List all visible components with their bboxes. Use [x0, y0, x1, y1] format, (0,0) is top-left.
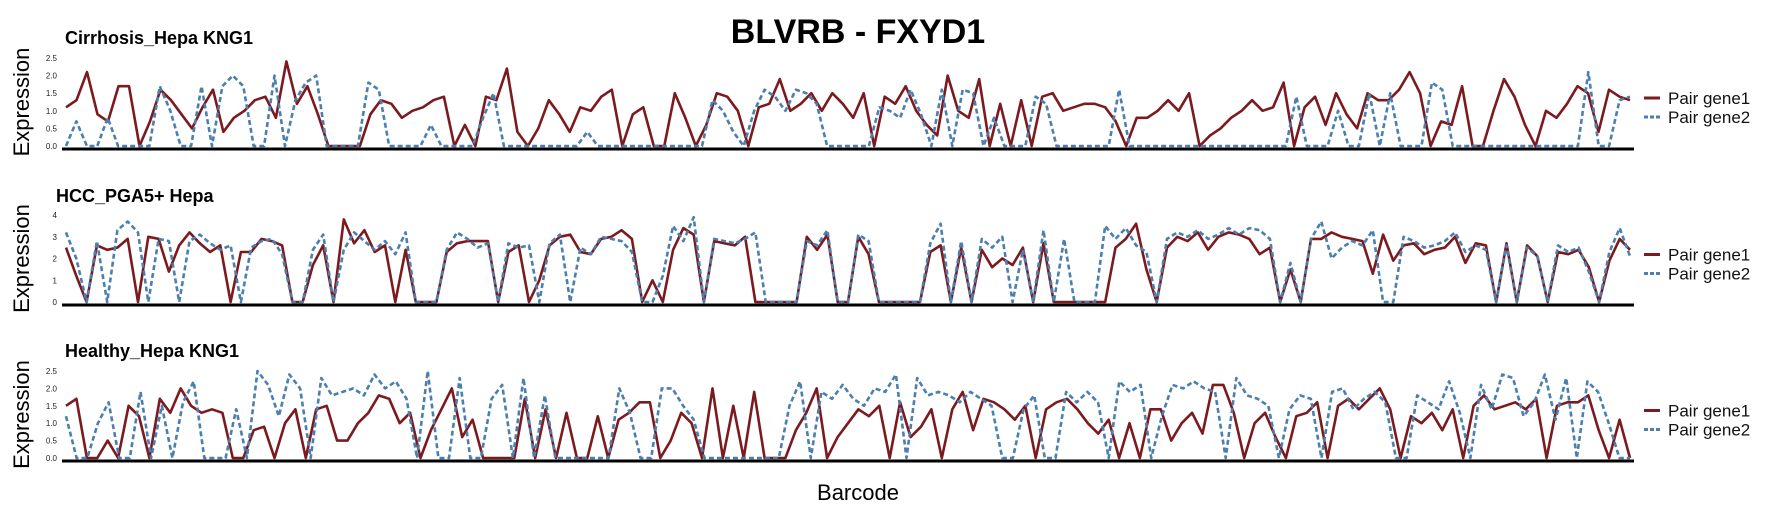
y-tick-label: 4	[53, 211, 58, 220]
legend-label-gene1: Pair gene1	[1668, 246, 1750, 265]
y-tick-label: 0.0	[46, 454, 58, 463]
y-tick-label: 2	[53, 255, 58, 264]
panel-title: Healthy_Hepa KNG1	[65, 341, 239, 361]
legend-label-gene2: Pair gene2	[1668, 108, 1750, 127]
y-axis-label: Expression	[9, 204, 34, 313]
x-axis-label: Barcode	[817, 480, 899, 505]
series-line-gene1	[65, 383, 1632, 460]
y-tick-label: 0.5	[46, 124, 58, 133]
panel-title: Cirrhosis_Hepa KNG1	[65, 28, 253, 48]
panel-2: HCC_PGA5+ Hepa Expression 0 1 2 3 4 Pair gene1P…	[9, 186, 1750, 313]
y-tick-label: 0.5	[46, 437, 58, 446]
series-line-gene1	[64, 218, 1631, 304]
panel-3: Healthy_Hepa KNG1 Expression 0.0 0.5 1.0 1.5 2…	[9, 341, 1750, 469]
y-tick-label: 0.0	[46, 142, 58, 151]
legend-label-gene1: Pair gene1	[1668, 89, 1750, 108]
y-tick-label: 2.5	[46, 54, 58, 63]
series-line-gene2	[64, 369, 1630, 460]
legend-label-gene1: Pair gene1	[1668, 402, 1750, 421]
main-title: BLVRB - FXYD1	[731, 13, 985, 51]
y-tick-label: 1.5	[46, 89, 58, 98]
panels-group: Cirrhosis_Hepa KNG1 Expression 0.0 0.5 1.0 1.…	[9, 28, 1750, 469]
y-tick-label: 0	[53, 298, 58, 307]
y-tick-label: 1.0	[46, 419, 58, 428]
series-line-gene2	[64, 70, 1631, 148]
y-axis-label: Expression	[9, 360, 34, 469]
y-tick-label: 2.0	[46, 384, 58, 393]
legend-label-gene2: Pair gene2	[1668, 421, 1750, 440]
y-tick-label: 1	[53, 276, 58, 285]
series-line-gene1	[65, 60, 1631, 148]
y-tick-label: 2.0	[46, 72, 58, 81]
panel-1: Cirrhosis_Hepa KNG1 Expression 0.0 0.5 1.0 1.…	[9, 28, 1750, 156]
y-tick-label: 2.5	[46, 367, 58, 376]
legend-label-gene2: Pair gene2	[1668, 265, 1750, 284]
y-tick-label: 1.0	[46, 107, 58, 116]
series-line-gene2	[64, 215, 1632, 304]
panel-title: HCC_PGA5+ Hepa	[56, 186, 215, 206]
y-tick-label: 1.5	[46, 402, 58, 411]
y-tick-label: 3	[53, 233, 58, 242]
y-axis-label: Expression	[9, 48, 34, 157]
